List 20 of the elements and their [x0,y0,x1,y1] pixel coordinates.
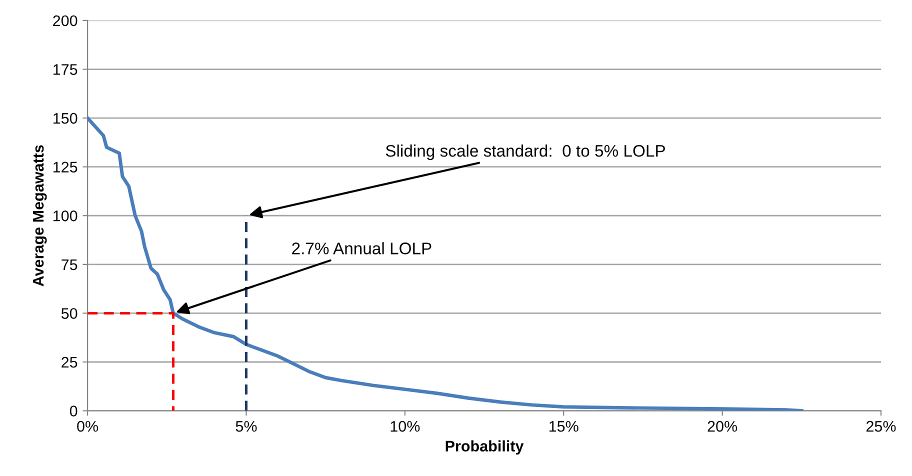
y-axis-title: Average Megawatts [33,145,47,286]
annotation: Sliding scale standard: 0 to 5% LOLP [386,144,665,160]
y-tick-label: 175 [54,64,78,75]
x-axis-title: Probability [446,440,524,455]
x-tick-label: 20% [708,420,738,432]
y-tick-label: 75 [62,259,78,270]
x-tick-label: 10% [390,420,420,432]
x-tick-label: 25% [866,420,896,432]
y-tick-label: 25 [62,356,78,368]
y-tick-label: 0 [70,406,78,416]
x-tick-label: 0% [77,420,98,432]
y-tick-label: 150 [54,112,78,124]
y-tick-label: 200 [53,15,78,26]
x-tick-label: 15% [549,420,578,432]
x-tick-label: 5% [236,420,257,432]
y-tick-label: 100 [54,210,78,222]
y-tick-label: 125 [54,162,78,173]
y-tick-label: 50 [61,308,78,319]
annotation: 2.7% Annual LOLP [292,242,432,254]
line-series [88,116,804,411]
